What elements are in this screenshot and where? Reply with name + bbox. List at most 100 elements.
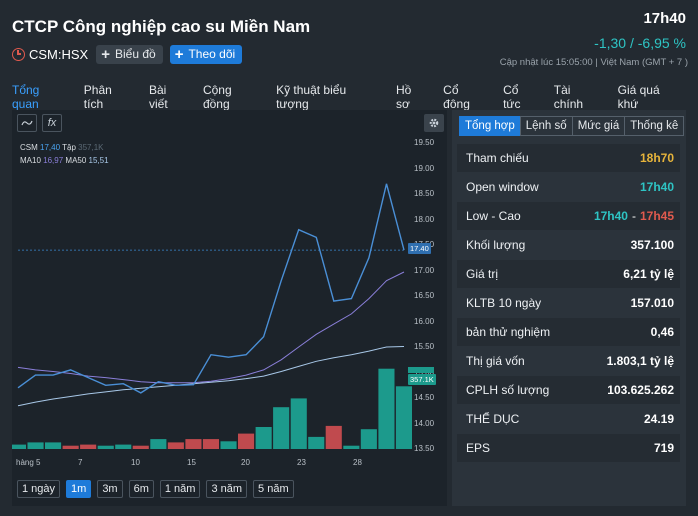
stat-row-low-high: Low - Cao 17h40-17h45 [457, 202, 680, 230]
ma10-line [17, 271, 405, 384]
chart-legend-1: CSM 17,40 Tập 357,1K [20, 143, 104, 152]
volume-bar [273, 407, 290, 449]
tab-price-levels[interactable]: Mức giá [571, 116, 626, 136]
period-5y[interactable]: 5 năm [253, 480, 294, 498]
stat-value: 157.010 [630, 296, 674, 310]
y-tick-label: 16.00 [414, 316, 435, 326]
stat-row-volume: Khối lượng 357.100 [457, 231, 680, 259]
legend-ma50-label: MA50 [65, 156, 87, 165]
tab-analysis[interactable]: Phân tích [83, 83, 112, 111]
legend-volume-label: Tập [62, 143, 76, 152]
ticker-row: CSM:HSX + Biểu đồ + Theo dõi [12, 44, 249, 64]
volume-bar [378, 368, 395, 449]
legend-ma50: 15,51 [88, 156, 109, 165]
stat-row-shares: CPLH số lượng 103.625.262 [457, 376, 680, 404]
tab-dividends[interactable]: Cổ tức [503, 83, 521, 111]
stat-label: Tham chiếu [466, 151, 529, 165]
volume-bar [360, 429, 377, 449]
tab-technical[interactable]: Kỹ thuật biểu tượng [276, 83, 347, 111]
x-tick-label: hàng 5 [16, 458, 41, 467]
follow-button[interactable]: + Theo dõi [169, 44, 243, 64]
stat-label: Open window [466, 180, 539, 194]
tab-finance[interactable]: Tài chính [553, 83, 584, 111]
chart-button[interactable]: + Biểu đồ [96, 44, 163, 64]
volume-bar [325, 425, 342, 449]
legend-symbol: CSM [20, 143, 38, 152]
y-tick-label: 14.50 [414, 393, 435, 402]
stat-label: CPLH số lượng [466, 383, 550, 397]
volume-bar [395, 386, 412, 449]
plus-icon: + [101, 45, 110, 63]
volume-bar [220, 441, 237, 449]
volume-bar [343, 445, 360, 449]
volume-bar [132, 445, 149, 449]
current-price: 17h40 [643, 10, 686, 27]
x-tick-label: 23 [297, 458, 306, 467]
stat-high: 17h45 [639, 209, 674, 223]
function-button[interactable]: fx [42, 114, 62, 132]
tab-shareholders[interactable]: Cổ đông [443, 83, 470, 111]
volume-bar [202, 439, 219, 449]
volume-bar [238, 433, 255, 449]
tab-summary[interactable]: Tổng hợp [459, 116, 521, 136]
x-tick-label: 15 [187, 458, 196, 467]
stat-label: Thị giá vốn [466, 354, 525, 368]
period-3y[interactable]: 3 năm [206, 480, 248, 498]
period-3m[interactable]: 3m [97, 480, 123, 498]
plus-icon: + [174, 45, 184, 63]
chart-panel: fx CSM 17,40 Tập 357,1K MA10 16,97 MA50 … [12, 110, 447, 506]
legend-price: 17,40 [40, 143, 61, 152]
volume-bar [115, 444, 132, 449]
stat-low: 17h40 [593, 209, 628, 223]
legend-ma10-label: MA10 [20, 156, 41, 165]
volume-bar [255, 427, 272, 449]
y-tick-label: 19.00 [414, 163, 435, 173]
stat-value: 357.100 [630, 238, 674, 252]
tab-profile[interactable]: Hồ sơ [395, 83, 412, 111]
ma50-line [17, 346, 405, 407]
period-1m[interactable]: 1m [66, 480, 92, 498]
volume-bar [62, 445, 79, 449]
volume-bar [80, 444, 97, 449]
stats-tabs: Tổng hợp Lệnh số Mức giá Thống kê [459, 116, 685, 136]
stat-value: 24.19 [643, 412, 674, 426]
company-name: CTCP Công nghiệp cao su Miền Nam [12, 17, 311, 36]
stat-label: Giá trị [466, 267, 499, 281]
stat-row-eps: EPS 719 [457, 434, 680, 462]
price-change: -1,30 / -6,95 % [594, 35, 686, 51]
stat-row-avg-volume: KLTB 10 ngày 157.010 [457, 289, 680, 317]
stat-row-open: Open window 17h40 [457, 173, 680, 201]
tab-orders[interactable]: Lệnh số [519, 116, 573, 136]
volume-bar [290, 398, 307, 449]
stat-label: KLTB 10 ngày [466, 296, 542, 310]
y-tick-label: 18.50 [414, 189, 435, 198]
line-draw-icon[interactable] [17, 114, 37, 132]
period-1d[interactable]: 1 ngày [17, 480, 61, 498]
stat-row-value: Giá trị 6,21 tỷ lệ [457, 260, 680, 288]
tab-articles[interactable]: Bài viết [148, 83, 168, 111]
volume-bar [45, 442, 62, 449]
last-volume-tag: 357.1K [408, 374, 436, 385]
y-tick-label: 18.00 [414, 214, 435, 224]
volume-bar [150, 439, 167, 449]
tab-community[interactable]: Cộng đồng [202, 83, 232, 111]
price-line [17, 183, 405, 394]
tab-statistics[interactable]: Thống kê [624, 116, 685, 136]
legend-volume: 357,1K [78, 143, 104, 152]
y-tick-label: 14.00 [414, 418, 435, 428]
x-tick-label: 10 [131, 458, 140, 467]
main-nav: Tổng quan Phân tích Bài viết Cộng đồng K… [12, 83, 698, 116]
tab-price-history[interactable]: Giá quá khứ [617, 83, 660, 111]
period-6m[interactable]: 6m [128, 480, 154, 498]
volume-marker [408, 367, 434, 373]
clock-icon [12, 47, 25, 61]
chart-legend-2: MA10 16,97 MA50 15,51 [20, 156, 109, 165]
stat-value: 0,46 [650, 325, 674, 339]
period-1y[interactable]: 1 năm [159, 480, 201, 498]
stat-row-beta: bản thử nghiệm 0,46 [457, 318, 680, 346]
period-selector: 1 ngày 1m 3m 6m 1 năm 3 năm 5 năm [17, 480, 300, 498]
x-tick-label: 28 [353, 458, 362, 467]
gear-icon[interactable] [424, 114, 444, 132]
stat-value: 1.803,1 tỷ lệ [606, 354, 674, 368]
y-tick-label: 15.50 [414, 342, 435, 351]
